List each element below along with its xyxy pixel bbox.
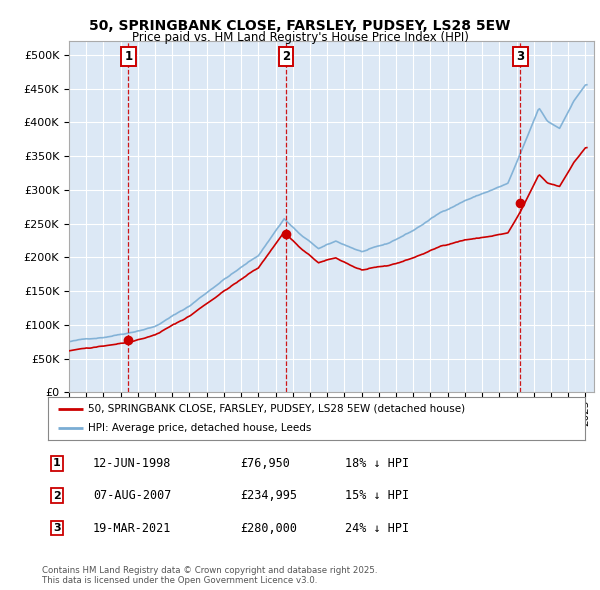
Text: 15% ↓ HPI: 15% ↓ HPI bbox=[345, 489, 409, 502]
Text: Contains HM Land Registry data © Crown copyright and database right 2025.
This d: Contains HM Land Registry data © Crown c… bbox=[42, 566, 377, 585]
Text: 1: 1 bbox=[53, 458, 61, 468]
Text: Price paid vs. HM Land Registry's House Price Index (HPI): Price paid vs. HM Land Registry's House … bbox=[131, 31, 469, 44]
Text: 12-JUN-1998: 12-JUN-1998 bbox=[93, 457, 172, 470]
Text: 50, SPRINGBANK CLOSE, FARSLEY, PUDSEY, LS28 5EW: 50, SPRINGBANK CLOSE, FARSLEY, PUDSEY, L… bbox=[89, 19, 511, 33]
Text: 19-MAR-2021: 19-MAR-2021 bbox=[93, 522, 172, 535]
Text: 3: 3 bbox=[516, 50, 524, 63]
Text: 2: 2 bbox=[53, 491, 61, 500]
Text: HPI: Average price, detached house, Leeds: HPI: Average price, detached house, Leed… bbox=[88, 423, 311, 433]
Text: 50, SPRINGBANK CLOSE, FARSLEY, PUDSEY, LS28 5EW (detached house): 50, SPRINGBANK CLOSE, FARSLEY, PUDSEY, L… bbox=[88, 404, 466, 414]
Text: £76,950: £76,950 bbox=[240, 457, 290, 470]
Text: 1: 1 bbox=[124, 50, 133, 63]
Text: £280,000: £280,000 bbox=[240, 522, 297, 535]
Text: 2: 2 bbox=[282, 50, 290, 63]
Text: £234,995: £234,995 bbox=[240, 489, 297, 502]
Text: 18% ↓ HPI: 18% ↓ HPI bbox=[345, 457, 409, 470]
Text: 24% ↓ HPI: 24% ↓ HPI bbox=[345, 522, 409, 535]
Text: 3: 3 bbox=[53, 523, 61, 533]
Text: 07-AUG-2007: 07-AUG-2007 bbox=[93, 489, 172, 502]
